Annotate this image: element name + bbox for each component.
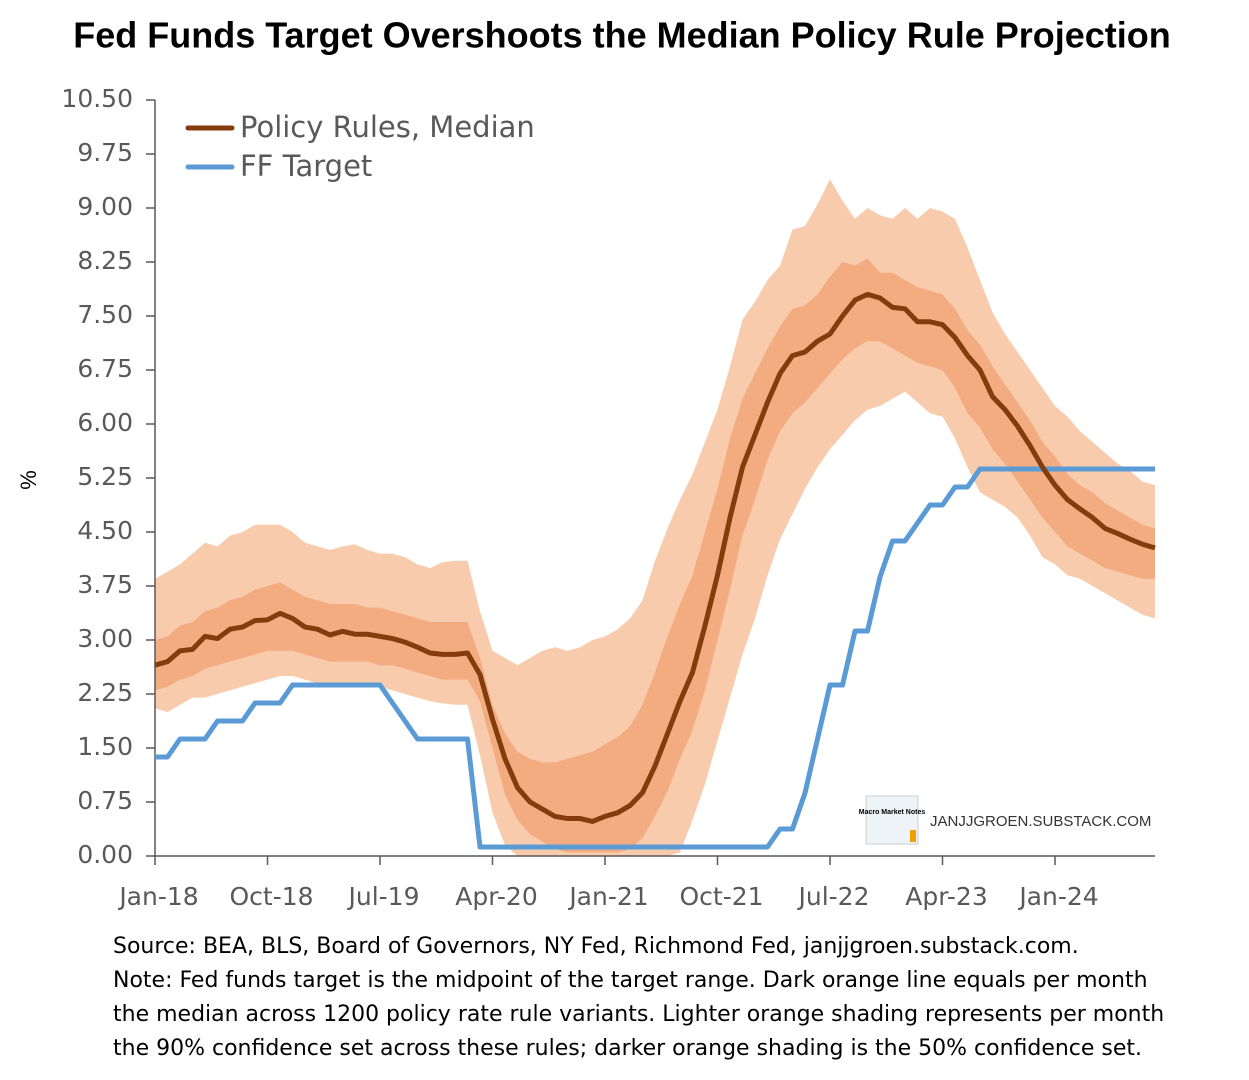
logo-bar <box>910 830 916 842</box>
y-tick-label: 1.50 <box>77 732 133 761</box>
series-line <box>155 466 1155 850</box>
x-tick-label: Jan-21 <box>567 882 648 911</box>
y-tick-label: 5.25 <box>77 462 133 491</box>
note-line: the 90% confidence set across these rule… <box>113 1036 1142 1061</box>
logo-text: Macro Market Notes <box>859 809 926 816</box>
note-line: the median across 1200 policy rate rule … <box>113 1002 1164 1027</box>
note-line: Note: Fed funds target is the midpoint o… <box>113 968 1148 993</box>
x-tick-label: Jul-19 <box>347 882 420 911</box>
y-tick-label: 4.50 <box>77 516 133 545</box>
watermark: JANJJGROEN.SUBSTACK.COM <box>930 813 1151 830</box>
x-tick-label: Oct-18 <box>229 882 313 911</box>
chart-title: Fed Funds Target Overshoots the Median P… <box>73 15 1171 56</box>
y-tick-label: 7.50 <box>77 300 133 329</box>
y-tick-label: 3.75 <box>77 570 133 599</box>
y-tick-label: 9.00 <box>77 192 133 221</box>
legend-label: FF Target <box>240 149 372 183</box>
series-line <box>154 291 1156 824</box>
legend-label: Policy Rules, Median <box>240 110 535 144</box>
y-tick-label: 10.50 <box>61 84 133 113</box>
y-tick-label: 2.25 <box>77 678 133 707</box>
y-tick-label: 0.75 <box>77 786 133 815</box>
x-tick-label: Jul-22 <box>797 882 870 911</box>
y-axis-label: % <box>16 470 41 490</box>
x-tick-label: Jan-24 <box>1017 882 1098 911</box>
y-tick-label: 3.00 <box>77 624 133 653</box>
logo <box>865 795 919 845</box>
x-tick-label: Apr-20 <box>455 882 537 911</box>
y-tick-label: 6.75 <box>77 354 133 383</box>
note-line: Source: BEA, BLS, Board of Governors, NY… <box>113 934 1079 959</box>
x-tick-label: Oct-21 <box>679 882 763 911</box>
y-tick-label: 9.75 <box>77 138 133 167</box>
x-tick-label: Apr-23 <box>905 882 987 911</box>
x-tick-label: Jan-18 <box>117 882 198 911</box>
confidence-band <box>155 258 1155 853</box>
y-tick-label: 6.00 <box>77 408 133 437</box>
y-tick-label: 8.25 <box>77 246 133 275</box>
y-tick-label: 0.00 <box>77 840 133 869</box>
